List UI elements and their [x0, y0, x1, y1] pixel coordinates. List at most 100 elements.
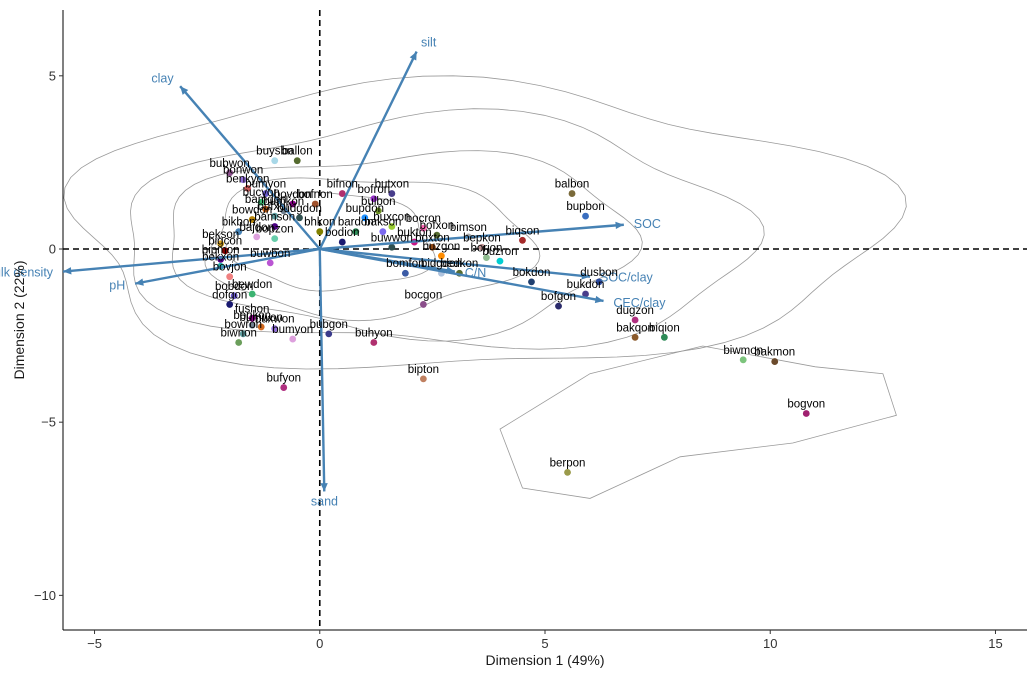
site-label: bokdon	[513, 267, 551, 279]
loading-vector-label: bulk density	[0, 265, 54, 279]
site-point	[739, 356, 747, 364]
density-contour-line	[130, 108, 765, 350]
site-label: bovjon	[213, 262, 247, 274]
site-point	[271, 235, 279, 243]
site-point	[244, 184, 252, 192]
loading-vector-label: SOC/clay	[600, 271, 654, 285]
x-axis-title: Dimension 1 (49%)	[485, 652, 604, 668]
site-point	[437, 252, 445, 260]
site-point	[226, 273, 234, 281]
site-label: bakson	[364, 217, 401, 229]
loading-vector-line	[318, 248, 326, 492]
site-point	[271, 223, 279, 230]
site-point	[370, 195, 378, 203]
site-label: bukdon	[567, 279, 605, 291]
site-label: dusbon	[580, 267, 618, 279]
x-tick-label: 10	[763, 636, 777, 651]
x-tick-label: 5	[541, 636, 548, 651]
site-point	[419, 224, 427, 232]
site-label: bulbon	[361, 196, 396, 208]
reference-lines	[63, 10, 1027, 630]
site-point	[388, 190, 396, 197]
site-point	[239, 176, 247, 184]
site-label: borjon	[470, 243, 502, 255]
x-tick-label: 15	[988, 636, 1002, 651]
site-label: buzgon	[423, 241, 461, 253]
site-label: biqion	[649, 322, 680, 334]
site-point	[352, 228, 360, 236]
site-point	[595, 278, 603, 286]
loading-vector-arrowhead	[581, 272, 591, 280]
density-contour-line	[204, 177, 541, 322]
site-label: bofnon	[298, 189, 333, 201]
x-tick-label: −5	[87, 636, 102, 651]
y-axis-title: Dimension 2 (22%)	[11, 260, 27, 379]
site-point	[361, 214, 369, 222]
site-point	[248, 216, 256, 223]
site-label: bumwon	[239, 312, 282, 324]
site-label: bodion	[325, 227, 360, 239]
site-point	[257, 198, 265, 206]
site-point	[379, 228, 387, 236]
site-label: buwwon	[371, 232, 413, 244]
site-point	[289, 200, 297, 208]
site-point	[289, 335, 297, 343]
density-contour-line	[171, 150, 643, 342]
site-label: bomfon	[386, 258, 424, 270]
site-label: bofron	[358, 184, 391, 196]
site-label: bhkon	[304, 217, 335, 229]
site-label: dofgon	[212, 289, 247, 301]
site-point	[802, 410, 810, 417]
site-point	[230, 292, 238, 300]
site-label: buwbon	[250, 248, 290, 260]
site-point	[370, 339, 378, 346]
site-point	[248, 314, 256, 322]
site-point	[433, 231, 441, 239]
density-contour-line	[225, 191, 436, 292]
site-label: bekson	[202, 229, 239, 241]
loading-vector-arrowhead	[615, 221, 624, 230]
site-point	[266, 259, 274, 267]
loading-vector-line	[62, 247, 320, 273]
site-label: bocgon	[405, 289, 443, 301]
site-point	[217, 240, 225, 248]
site-point	[564, 469, 571, 476]
site-label: buhyon	[355, 328, 393, 340]
site-label: bobdon	[215, 281, 253, 293]
loading-vector-arrowhead	[409, 51, 417, 61]
site-point	[419, 301, 427, 308]
site-point	[253, 233, 261, 241]
site-label: bubwon	[210, 158, 250, 170]
loading-vector-label: silt	[421, 36, 437, 50]
site-label: bumkon	[263, 196, 304, 208]
site-point	[582, 212, 589, 220]
site-label: bajdon	[239, 222, 274, 234]
site-label: bofgon	[541, 291, 576, 303]
loading-vector-line	[319, 223, 624, 251]
site-label: bumyon	[272, 324, 313, 336]
site-label: bardon	[338, 217, 374, 229]
site-point	[374, 207, 382, 215]
loading-vector-label: pH	[109, 278, 125, 292]
site-label: buxcon	[373, 211, 410, 223]
site-point	[338, 238, 346, 246]
site-label: bogvon	[787, 399, 825, 411]
site-point	[631, 316, 639, 324]
site-label: bufxon	[257, 201, 292, 213]
site-point	[271, 325, 279, 333]
loading-vector-line	[318, 51, 418, 250]
site-point	[226, 301, 234, 308]
site-point	[555, 302, 562, 310]
density-contour-line	[63, 75, 907, 370]
site-label: buxwon	[255, 314, 295, 326]
site-point	[235, 228, 243, 236]
site-label: fushon	[235, 303, 270, 315]
loading-vector-line	[179, 85, 321, 250]
loading-vector-label: sand	[311, 494, 338, 508]
loading-vector-arrowhead	[135, 278, 144, 286]
loading-vector-arrowhead	[446, 266, 455, 274]
site-label: bipmon	[202, 244, 240, 256]
site-label: bewdon	[232, 279, 272, 291]
site-label: bekxon	[202, 251, 239, 263]
